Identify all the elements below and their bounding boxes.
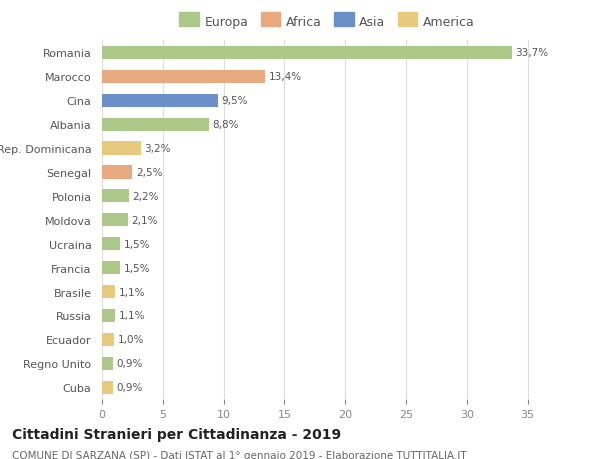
Text: 1,0%: 1,0% [118, 335, 144, 345]
Text: 13,4%: 13,4% [269, 72, 302, 82]
Bar [102, 142, 141, 155]
Text: 1,5%: 1,5% [124, 239, 151, 249]
Legend: Europa, Africa, Asia, America: Europa, Africa, Asia, America [177, 13, 477, 32]
Bar [102, 262, 120, 274]
Text: 2,1%: 2,1% [131, 215, 158, 225]
Text: 1,1%: 1,1% [119, 287, 146, 297]
Text: 0,9%: 0,9% [116, 382, 143, 392]
Bar [102, 166, 133, 179]
Text: 2,5%: 2,5% [136, 168, 163, 178]
Text: COMUNE DI SARZANA (SP) - Dati ISTAT al 1° gennaio 2019 - Elaborazione TUTTITALIA: COMUNE DI SARZANA (SP) - Dati ISTAT al 1… [12, 450, 467, 459]
Bar [102, 309, 115, 322]
Text: 0,9%: 0,9% [116, 358, 143, 369]
Bar [102, 95, 218, 107]
Text: 2,2%: 2,2% [133, 191, 159, 202]
Bar [102, 71, 265, 84]
Bar [102, 333, 114, 346]
Bar [102, 47, 512, 60]
Bar [102, 118, 209, 131]
Text: Cittadini Stranieri per Cittadinanza - 2019: Cittadini Stranieri per Cittadinanza - 2… [12, 427, 341, 441]
Bar [102, 238, 120, 251]
Text: 1,5%: 1,5% [124, 263, 151, 273]
Text: 8,8%: 8,8% [212, 120, 239, 130]
Text: 1,1%: 1,1% [119, 311, 146, 321]
Bar [102, 190, 129, 203]
Bar [102, 214, 128, 227]
Text: 33,7%: 33,7% [515, 48, 548, 58]
Text: 3,2%: 3,2% [145, 144, 171, 154]
Bar [102, 285, 115, 298]
Text: 9,5%: 9,5% [221, 96, 248, 106]
Bar [102, 381, 113, 394]
Bar [102, 357, 113, 370]
